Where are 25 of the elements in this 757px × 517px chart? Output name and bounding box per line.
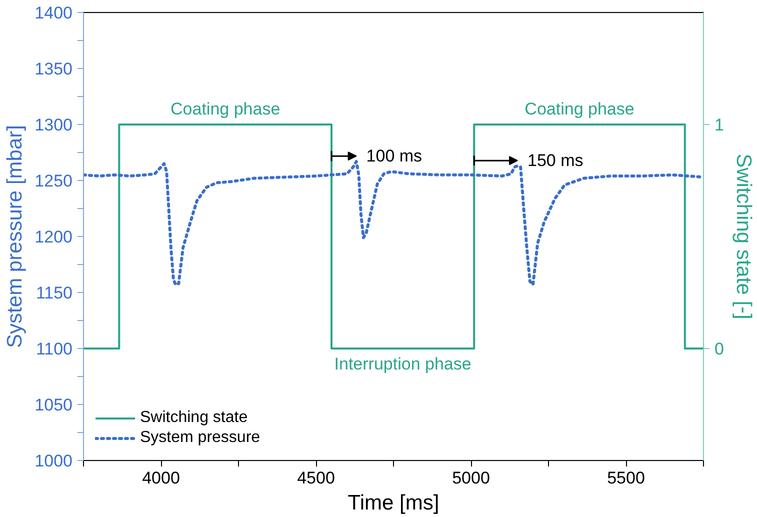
x-tick-label: 5000 bbox=[452, 468, 490, 488]
y-tick-label: 1000 bbox=[34, 452, 73, 470]
y2-tick-label: 1 bbox=[714, 116, 724, 134]
annotation: Coating phase bbox=[170, 100, 280, 118]
y-tick-label: 1350 bbox=[34, 60, 73, 78]
y-tick-label: 1300 bbox=[34, 116, 73, 134]
y-tick-label: 1400 bbox=[34, 4, 73, 22]
annotation: 100 ms bbox=[366, 146, 422, 166]
y-axis-title: System pressure [mbar] bbox=[4, 125, 27, 348]
y-tick-label: 1200 bbox=[34, 228, 73, 246]
legend-label: System pressure bbox=[140, 429, 260, 447]
y-tick-label: 1250 bbox=[34, 172, 73, 190]
y2-tick-label: 0 bbox=[714, 340, 724, 358]
x-tick-label: 5500 bbox=[607, 468, 645, 488]
annotation: 150 ms bbox=[528, 151, 584, 170]
annotation: Interruption phase bbox=[334, 354, 472, 374]
x-axis-title: Time [ms] bbox=[348, 492, 440, 514]
y-tick-label: 1100 bbox=[36, 340, 73, 358]
y-tick-label: 1050 bbox=[34, 396, 73, 414]
x-tick-label: 4000 bbox=[142, 468, 180, 488]
y2-axis-title: Switching state [-] bbox=[732, 154, 755, 320]
y-tick-label: 1150 bbox=[36, 284, 73, 302]
x-tick-label: 4500 bbox=[297, 468, 335, 488]
legend-label: Switching state bbox=[140, 409, 248, 427]
annotation: Coating phase bbox=[524, 100, 634, 118]
